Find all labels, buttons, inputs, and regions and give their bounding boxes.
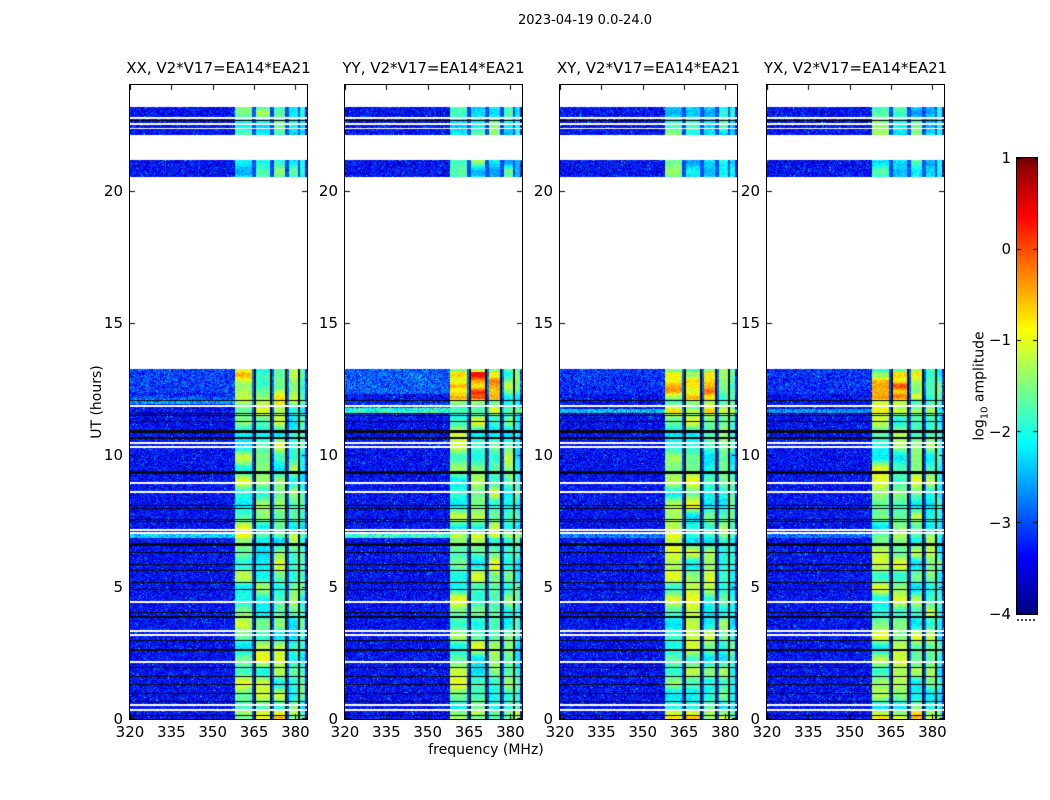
x-tick-label: 350 [198,723,228,741]
y-axis-label: UT (hours) [89,365,105,439]
panel-yx: YX, V2*V17=EA14*EA21 [764,59,947,720]
x-tick-label: 365 [669,723,699,741]
colorbar [1016,157,1038,621]
y-tick-label: 5 [328,577,338,596]
figure-title: 2023-04-19 0.0-24.0 [518,13,652,28]
colorbar-tick-label: −3 [988,513,1011,532]
y-tick-label: 5 [113,577,123,596]
y-tick-label: 20 [318,181,338,200]
y-tick-label: 15 [103,313,123,332]
panel-xy-title: XY, V2*V17=EA14*EA21 [556,59,741,77]
x-axis-label: frequency (MHz) [428,742,544,758]
colorbar-label-prefix: log [971,419,988,441]
panel-xx: XX, V2*V17=EA14*EA21 [126,59,311,720]
y-tick-label: 10 [103,445,123,464]
x-tick-label: 320 [545,723,575,741]
x-tick-label: 335 [587,723,616,741]
panel-yx-title: YX, V2*V17=EA14*EA21 [763,59,948,77]
y-tick-label: 0 [328,710,338,728]
y-tick-label: 0 [113,710,123,728]
panel-yy-title: YY, V2*V17=EA14*EA21 [342,59,525,77]
x-tick-label: 350 [628,723,658,741]
x-tick-label: 380 [711,723,740,741]
colorbar-tick-label: −2 [988,422,1011,441]
x-tick-label: 380 [496,723,525,741]
colorbar-gradient [1016,157,1038,615]
y-tick-label: 10 [318,445,338,464]
x-tick-label: 335 [794,723,823,741]
x-tick-label: 365 [239,723,269,741]
panel-xx-title: XX, V2*V17=EA14*EA21 [126,59,311,77]
panel-xy: XY, V2*V17=EA14*EA21 [557,59,740,720]
colorbar-label-sub: 10 [979,406,991,420]
x-tick-label: 350 [413,723,443,741]
x-tick-label: 335 [372,723,401,741]
x-tick-label: 350 [835,723,865,741]
colorbar-label-suffix: amplitude [971,331,988,407]
x-tick-label: 380 [281,723,310,741]
y-tick-label: 20 [103,181,123,200]
x-tick-label: 335 [157,723,186,741]
y-tick-label: 15 [533,313,553,332]
colorbar-label: log10 amplitude [972,331,991,440]
y-tick-label: 15 [318,313,338,332]
y-tick-label: 10 [533,445,553,464]
spectrogram-xy [559,84,738,720]
colorbar-tick-label: 0 [1001,240,1011,259]
spectrogram-yy [344,84,523,720]
x-tick-label: 365 [454,723,484,741]
y-tick-label: 0 [543,710,553,728]
y-tick-label: 10 [740,445,760,464]
y-tick-label: 0 [750,710,760,728]
colorbar-tick-label: 1 [1001,149,1011,167]
spectrogram-xx [129,84,308,720]
colorbar-tick-label: −1 [988,331,1011,350]
panel-yy: YY, V2*V17=EA14*EA21 [342,59,525,720]
y-tick-label: 20 [533,181,553,200]
x-tick-label: 380 [918,723,947,741]
colorbar-tick-label: −4 [988,605,1011,623]
y-tick-label: 5 [543,577,553,596]
x-tick-label: 320 [752,723,782,741]
x-tick-label: 365 [876,723,906,741]
x-tick-label: 320 [330,723,360,741]
spectrogram-yx [766,84,945,720]
y-tick-label: 15 [740,313,760,332]
y-tick-label: 20 [740,181,760,200]
x-tick-label: 320 [115,723,145,741]
colorbar-extend-dots [1017,619,1037,621]
y-tick-label: 5 [750,577,760,596]
